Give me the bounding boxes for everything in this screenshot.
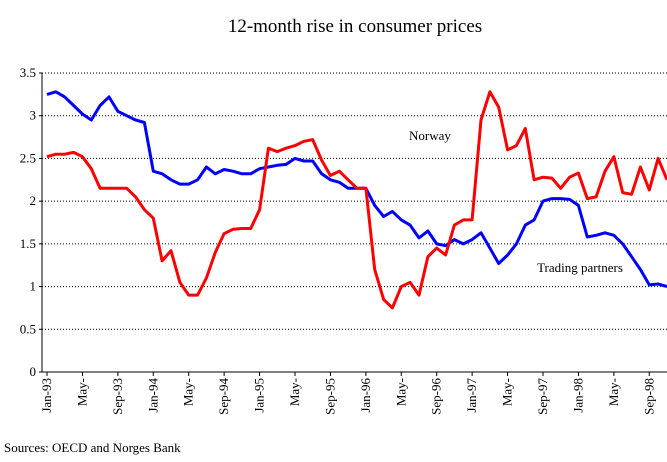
y-tick-label: 2.5 bbox=[20, 150, 36, 165]
x-tick-label: Jan-94 bbox=[145, 378, 160, 413]
x-tick-label: May- bbox=[181, 378, 196, 406]
x-tick-label: Sep-93 bbox=[110, 378, 125, 415]
x-tick-label: Jan-98 bbox=[570, 378, 585, 413]
x-tick-label: May- bbox=[500, 378, 515, 406]
x-tick-label: Sep-95 bbox=[322, 378, 337, 415]
x-tick-label: May- bbox=[393, 378, 408, 406]
x-tick-label: Jan-97 bbox=[464, 378, 479, 413]
x-tick-label: Jan-96 bbox=[358, 378, 373, 413]
line-series bbox=[46, 90, 667, 310]
x-tick-label: Sep-94 bbox=[216, 378, 231, 415]
annotation: Trading partners bbox=[537, 260, 623, 275]
y-tick-label: 3 bbox=[30, 108, 37, 123]
x-tick-label: May- bbox=[74, 378, 89, 406]
chart-title: 12-month rise in consumer prices bbox=[228, 16, 482, 37]
x-tick-label: Sep-97 bbox=[535, 378, 550, 415]
x-tick-label: May- bbox=[287, 378, 302, 406]
x-tick-label: May- bbox=[606, 378, 621, 406]
y-tick-label: 0.5 bbox=[20, 321, 36, 336]
y-tick-label: 2 bbox=[30, 193, 37, 208]
x-tick-label: Jan-93 bbox=[39, 378, 54, 413]
x-tick-label: Sep-96 bbox=[429, 378, 444, 415]
x-tick-label: Jan-95 bbox=[252, 378, 267, 413]
source-note: Sources: OECD and Norges Bank bbox=[4, 440, 181, 455]
annotation: Norway bbox=[409, 128, 451, 143]
x-tick-label: Sep-98 bbox=[641, 378, 656, 415]
y-tick-label: 3.5 bbox=[20, 65, 36, 80]
y-tick-label: 0 bbox=[30, 364, 37, 379]
y-tick-label: 1.5 bbox=[20, 236, 36, 251]
y-tick-label: 1 bbox=[30, 279, 37, 294]
